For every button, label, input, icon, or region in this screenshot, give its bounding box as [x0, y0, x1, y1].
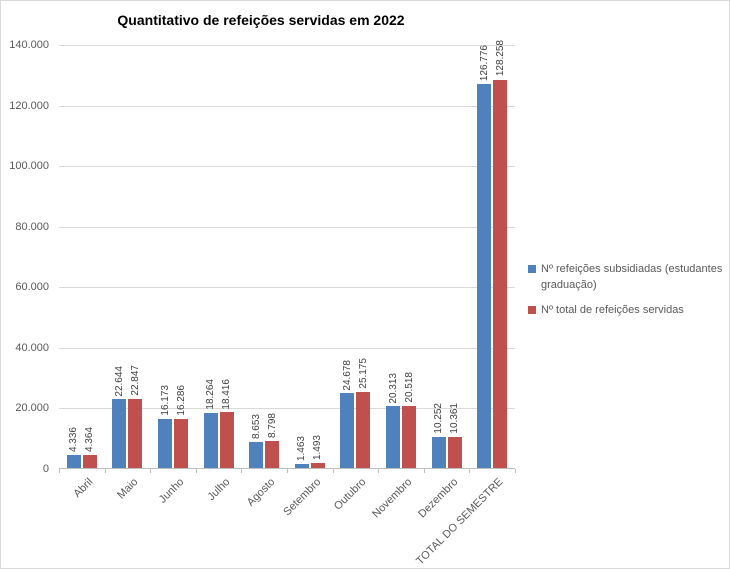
bar-data-label: 4.336 [68, 426, 80, 452]
bar-data-label: 25.175 [357, 358, 369, 389]
bar-data-label: 8.798 [266, 413, 278, 439]
bar [402, 405, 416, 468]
bar [66, 454, 81, 468]
bar [128, 398, 143, 468]
bar [249, 441, 264, 468]
bar-data-label: 10.361 [449, 403, 461, 434]
bar [82, 454, 97, 468]
legend: Nº refeições subsidiadas (estudantes gra… [528, 261, 726, 327]
bar-data-label: 10.252 [433, 403, 445, 434]
x-axis-tick [241, 469, 243, 473]
bar-data-label: 8.653 [250, 413, 262, 439]
x-axis-tick [378, 469, 380, 473]
y-tick-label: 60.000 [15, 281, 49, 294]
legend-label: Nº refeições subsidiadas (estudantes gra… [541, 263, 723, 291]
y-tick-label: 80.000 [15, 220, 49, 233]
legend-item: Nº total de refeições servidas [528, 302, 726, 318]
bar [340, 393, 355, 468]
gridline [59, 45, 515, 46]
x-axis-line [59, 468, 515, 469]
x-category-label: Abril [71, 476, 96, 501]
legend-swatch-icon [528, 306, 536, 314]
bar [112, 399, 127, 468]
bar-data-label: 18.416 [221, 378, 233, 410]
bar-data-label: 126.776 [478, 44, 490, 82]
legend-item: Nº refeições subsidiadas (estudantes gra… [528, 261, 726, 293]
bar-data-label: 22.644 [113, 365, 125, 397]
gridline [59, 408, 515, 410]
bar-data-label: 22.847 [129, 365, 141, 396]
bar [294, 463, 309, 468]
bar-data-label: 20.518 [403, 372, 415, 403]
bar [158, 419, 172, 468]
x-axis-tick [150, 469, 152, 473]
x-axis-tick [332, 469, 334, 473]
x-axis-tick [59, 469, 60, 473]
bar [356, 391, 371, 468]
y-tick-label: 100.000 [9, 160, 49, 173]
x-axis-tick [104, 469, 106, 473]
y-tick-label: 20.000 [15, 402, 49, 415]
bar [219, 412, 234, 468]
bar [174, 418, 188, 468]
bar [265, 441, 280, 468]
x-axis-tick [287, 469, 288, 473]
gridline [59, 287, 515, 289]
bar-data-label: 16.173 [159, 385, 171, 417]
bar [477, 84, 492, 468]
bar [386, 406, 400, 468]
bar [447, 436, 462, 468]
bar-data-label: 20.313 [387, 372, 399, 404]
bar-data-label: 24.678 [341, 359, 353, 391]
bar-data-label: 4.364 [84, 426, 96, 452]
legend-swatch-icon [528, 265, 536, 273]
y-tick-label: 120.000 [9, 99, 49, 112]
gridline [59, 166, 515, 168]
gridline [59, 226, 515, 228]
bar-data-label: 1.463 [296, 435, 308, 461]
plot-area: 4.336 4.364 22.644 22.847 16.173 16.286 18.264… [59, 40, 515, 469]
x-axis-tick [469, 469, 471, 473]
bar-data-label: 128.258 [494, 40, 506, 77]
bar-data-label: 1.493 [312, 435, 324, 461]
y-tick-label: 40.000 [15, 341, 49, 354]
bar [431, 436, 446, 468]
gridline [59, 105, 515, 107]
bar-data-label: 16.286 [175, 385, 187, 416]
x-axis-tick [423, 469, 425, 473]
bar [203, 412, 218, 468]
bar [493, 79, 508, 468]
gridline [59, 347, 515, 349]
bar-data-label: 18.264 [205, 379, 217, 410]
chart-title: Quantitativo de refeições servidas em 20… [117, 12, 405, 28]
legend-label: Nº total de refeições servidas [541, 304, 684, 316]
y-tick-label: 0 [42, 463, 49, 475]
x-axis-tick [195, 469, 197, 473]
y-tick-label: 140.000 [9, 39, 49, 51]
x-axis-tick [515, 469, 516, 473]
bar [310, 463, 325, 468]
